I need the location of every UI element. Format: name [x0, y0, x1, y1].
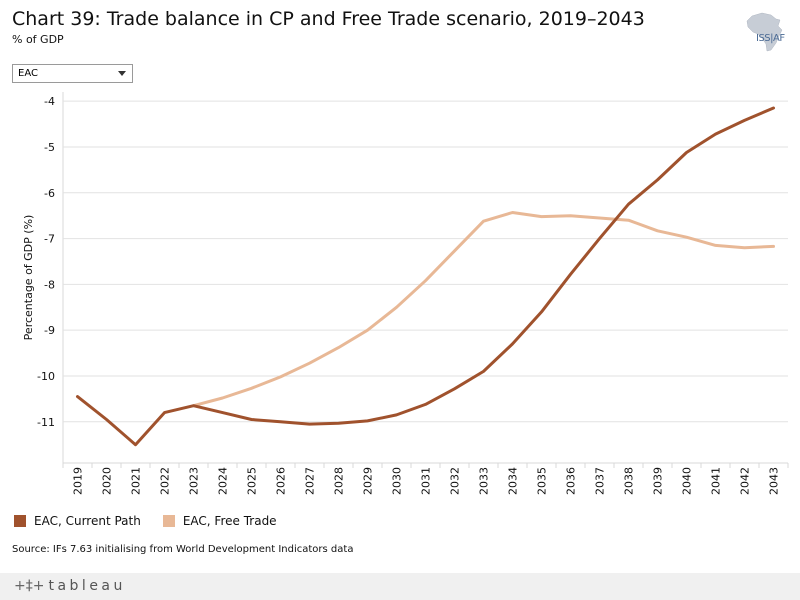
africa-map-icon — [746, 12, 783, 52]
x-tick-label: 2023 — [188, 467, 201, 495]
x-tick-label: 2030 — [391, 467, 404, 495]
x-axis-ticks: 2019 2020 2021 2022 2023 2024 2025 2026 2027 2028… — [62, 463, 789, 495]
x-tick-label: 2033 — [478, 467, 491, 495]
x-tick-label: 2019 — [72, 467, 85, 495]
x-tick-label: 2038 — [623, 467, 636, 495]
legend-swatch-free-trade — [162, 515, 175, 527]
x-tick-label: 2027 — [304, 467, 317, 495]
chevron-down-icon — [118, 71, 126, 76]
y-tick-label: -4 — [44, 95, 55, 108]
x-tick-label: 2039 — [652, 467, 665, 495]
legend: EAC, Current Path EAC, Free Trade — [14, 514, 277, 528]
region-filter-value: EAC — [18, 68, 38, 79]
x-tick-label: 2035 — [536, 467, 549, 495]
y-axis-ticks: -4 -5 -6 -7 -8 -9 -10 -11 — [37, 95, 55, 429]
x-tick-label: 2025 — [246, 467, 259, 495]
line-chart: -4-5-6-7-8-9-10-11 2019 2020 2021 2022 2023 2… — [22, 92, 789, 495]
y-tick-label: -9 — [44, 324, 55, 337]
y-axis-label: Percentage of GDP (%) — [22, 215, 35, 341]
logo-text: ISS|AF — [756, 33, 785, 44]
y-tick-label: -11 — [37, 416, 55, 429]
legend-swatch-current-path — [14, 515, 26, 527]
tableau-plus-icon: +‡+ — [14, 578, 45, 594]
x-tick-label: 2042 — [739, 467, 752, 495]
legend-item-free-trade[interactable]: EAC, Free Trade — [162, 514, 277, 528]
x-tick-label: 2022 — [159, 467, 172, 495]
x-tick-label: 2020 — [101, 467, 114, 495]
x-tick-label: 2021 — [130, 467, 143, 495]
legend-label-current-path: EAC, Current Path — [34, 514, 141, 528]
y-tick-label: -6 — [44, 187, 55, 200]
x-tick-label: 2024 — [217, 467, 230, 495]
tableau-logo[interactable]: +‡+ tableau — [14, 578, 126, 594]
x-tick-label: 2026 — [275, 467, 288, 495]
x-tick-label: 2034 — [507, 467, 520, 495]
x-tick-label: 2043 — [768, 467, 781, 495]
x-tick-label: 2028 — [333, 467, 346, 495]
y-tick-label: -10 — [37, 370, 55, 383]
x-tick-label: 2031 — [420, 467, 433, 495]
chart-subtitle: % of GDP — [12, 33, 64, 46]
y-tick-label: -7 — [44, 233, 55, 246]
x-tick-label: 2040 — [681, 467, 694, 495]
series-line-current-path[interactable] — [76, 106, 775, 447]
legend-label-free-trade: EAC, Free Trade — [182, 514, 277, 528]
region-filter-dropdown[interactable]: EAC — [12, 64, 133, 83]
y-tick-label: -5 — [44, 141, 55, 154]
source-note: Source: IFs 7.63 initialising from World… — [12, 544, 354, 555]
x-tick-label: 2041 — [710, 467, 723, 495]
footer-bar — [0, 573, 800, 600]
series-line-free-trade[interactable] — [192, 211, 775, 408]
x-tick-label: 2032 — [449, 467, 462, 495]
x-tick-label: 2029 — [362, 467, 375, 495]
gridlines — [62, 92, 788, 464]
y-tick-label: -8 — [44, 278, 55, 291]
x-tick-label: 2036 — [565, 467, 578, 495]
legend-item-current-path[interactable]: EAC, Current Path — [14, 514, 141, 528]
tableau-wordmark: tableau — [48, 578, 126, 594]
x-tick-label: 2037 — [594, 467, 607, 495]
chart-title: Chart 39: Trade balance in CP and Free T… — [12, 8, 645, 30]
series-lines — [76, 106, 775, 447]
